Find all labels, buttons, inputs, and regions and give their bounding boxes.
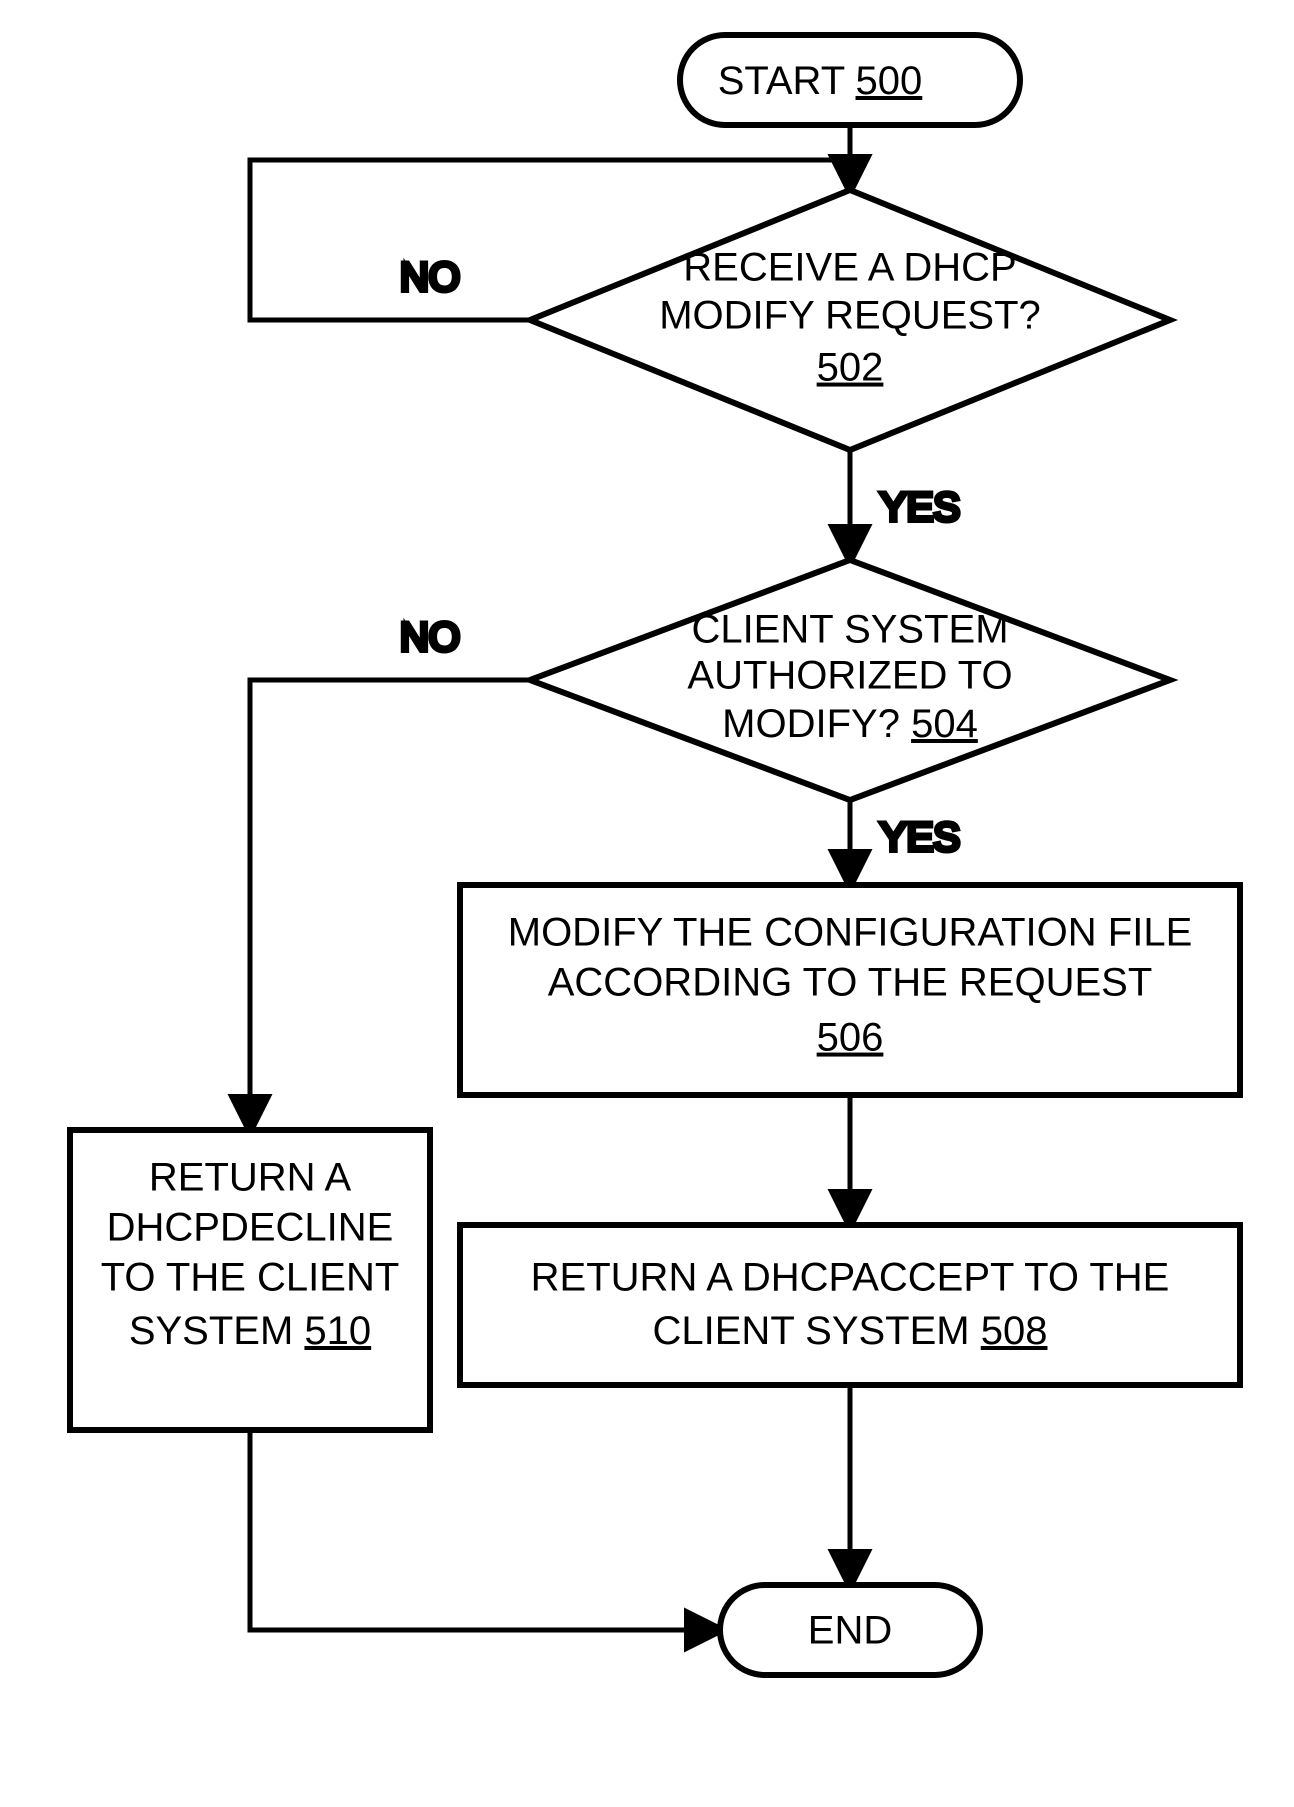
- d504-line2: AUTHORIZED TO: [687, 654, 1012, 698]
- p508-line1: RETURN A DHCPACCEPT TO THE: [531, 1256, 1170, 1300]
- d502-line1: RECEIVE A DHCP: [683, 246, 1016, 290]
- flowchart-canvas: NO YES NO YES START 500 R: [0, 0, 1294, 1807]
- node-p510: RETURN A DHCPDECLINE TO THE CLIENT SYSTE…: [70, 1130, 430, 1430]
- edge-label-yes-504: YES: [880, 816, 960, 860]
- node-d504: CLIENT SYSTEM AUTHORIZED TO MODIFY? 504: [530, 560, 1170, 800]
- edge-label-yes-502: YES: [880, 486, 960, 530]
- d504-ref: 504: [911, 702, 978, 746]
- p506-ref: 506: [817, 1016, 884, 1060]
- start-label: START: [718, 59, 845, 103]
- svg-text:MODIFY? 504: MODIFY? 504: [722, 702, 978, 746]
- edge-label-no-504: NO: [400, 616, 460, 660]
- end-label: END: [808, 1609, 892, 1653]
- p510-ref: 510: [304, 1309, 371, 1353]
- nodes: START 500 RECEIVE A DHCP MODIFY REQUEST?…: [70, 35, 1240, 1675]
- edge-label-no-502: NO: [400, 256, 460, 300]
- d502-line2: MODIFY REQUEST?: [659, 294, 1041, 338]
- d504-line3: MODIFY?: [722, 702, 900, 746]
- edge-p510-end: [250, 1430, 720, 1630]
- node-p508: RETURN A DHCPACCEPT TO THE CLIENT SYSTEM…: [460, 1225, 1240, 1385]
- p506-line2: ACCORDING TO THE REQUEST: [548, 961, 1153, 1005]
- d504-line1: CLIENT SYSTEM: [691, 608, 1008, 652]
- svg-text:SYSTEM 510: SYSTEM 510: [129, 1309, 371, 1353]
- svg-text:CLIENT SYSTEM: CLIENT SYSTEM 508: [653, 1309, 1048, 1353]
- start-ref: 500: [856, 59, 923, 103]
- p510-line4: SYSTEM: [129, 1309, 293, 1353]
- d502-ref: 502: [817, 346, 884, 390]
- p506-line1: MODIFY THE CONFIGURATION FILE: [508, 911, 1193, 955]
- p510-line3: TO THE CLIENT: [101, 1256, 400, 1300]
- node-end: END: [720, 1585, 980, 1675]
- p508-line2: CLIENT SYSTEM: [653, 1309, 970, 1353]
- svg-text:START 500: START 500: [718, 59, 923, 103]
- p510-line1: RETURN A: [149, 1156, 352, 1200]
- node-d502: RECEIVE A DHCP MODIFY REQUEST? 502: [530, 190, 1170, 450]
- node-p506: MODIFY THE CONFIGURATION FILE ACCORDING …: [460, 885, 1240, 1095]
- p508-ref: 508: [981, 1309, 1048, 1353]
- p510-line2: DHCPDECLINE: [107, 1206, 394, 1250]
- node-start: START 500: [680, 35, 1020, 125]
